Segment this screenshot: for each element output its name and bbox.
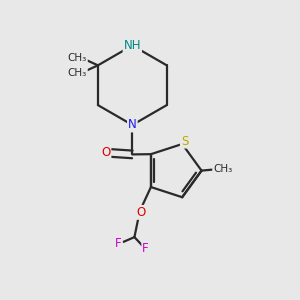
Text: NH: NH <box>124 39 141 52</box>
Text: N: N <box>128 118 137 131</box>
Text: CH₃: CH₃ <box>68 53 87 63</box>
Text: F: F <box>115 237 122 250</box>
Text: CH₃: CH₃ <box>213 164 233 174</box>
Text: F: F <box>142 242 149 255</box>
Text: S: S <box>181 135 188 148</box>
Text: O: O <box>101 146 110 159</box>
Text: CH₃: CH₃ <box>68 68 87 78</box>
Text: O: O <box>136 206 146 219</box>
